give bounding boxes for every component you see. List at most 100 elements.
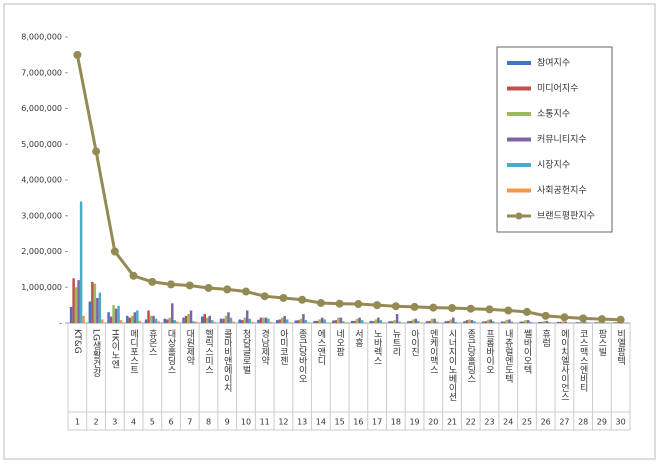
rank-label: 30 xyxy=(616,418,626,427)
line-point xyxy=(110,247,119,256)
bar xyxy=(278,319,281,323)
line-point xyxy=(560,313,569,322)
bar xyxy=(377,317,380,323)
bar xyxy=(126,315,129,323)
bar xyxy=(269,321,273,323)
bar xyxy=(320,317,324,323)
x-tick-label: 헬릭스미스 xyxy=(203,329,213,374)
bar xyxy=(372,321,375,323)
bar xyxy=(503,321,506,323)
bar xyxy=(369,320,373,323)
bar xyxy=(594,322,597,323)
line-point xyxy=(316,298,325,307)
rank-label: 13 xyxy=(297,418,307,427)
bar xyxy=(224,315,228,323)
bar xyxy=(248,318,251,323)
bar xyxy=(318,319,321,323)
bar xyxy=(114,308,118,323)
bar xyxy=(154,318,158,323)
bar xyxy=(500,321,504,323)
line-point xyxy=(373,301,382,310)
line-point xyxy=(541,311,550,320)
bar xyxy=(96,297,99,323)
bar xyxy=(166,319,169,323)
rank-label: 9 xyxy=(225,418,230,427)
bar xyxy=(294,320,298,323)
x-tick-label: 에스앤디 xyxy=(315,329,325,366)
bar xyxy=(505,319,509,323)
line-point xyxy=(298,295,307,304)
bar xyxy=(222,318,225,323)
bar xyxy=(194,321,198,323)
line-point xyxy=(167,280,176,289)
bar xyxy=(575,322,579,323)
rank-label: 25 xyxy=(522,418,532,427)
line-point xyxy=(410,302,419,311)
bar xyxy=(548,322,551,323)
rank-label: 26 xyxy=(541,418,551,427)
bar xyxy=(470,320,474,323)
x-tick-label: 프롬바이오 xyxy=(484,329,494,374)
line-point xyxy=(616,315,625,324)
rank-label: 6 xyxy=(168,418,173,427)
bar xyxy=(227,312,230,323)
line-point xyxy=(448,303,457,312)
x-tick-label: 종근당홀딩스 xyxy=(465,329,475,383)
bar xyxy=(257,319,260,323)
bar xyxy=(374,319,378,323)
bar xyxy=(334,320,338,323)
legend-label: 사회공헌지수 xyxy=(537,185,587,196)
line-point xyxy=(597,315,606,324)
x-tick-label: 휴럼 xyxy=(540,329,550,347)
bar xyxy=(323,319,326,323)
bar xyxy=(280,317,284,323)
bar xyxy=(417,320,420,323)
bar xyxy=(245,310,249,323)
bar xyxy=(435,321,439,323)
bar xyxy=(355,318,359,323)
rank-label: 4 xyxy=(131,418,136,427)
legend-label: 미디어지수 xyxy=(537,83,578,94)
legend-swatch-marker xyxy=(515,212,523,220)
bar xyxy=(412,319,415,323)
bar xyxy=(98,292,102,323)
bar xyxy=(232,321,235,323)
bar xyxy=(561,321,565,323)
bar xyxy=(482,321,485,323)
line-point xyxy=(148,277,157,286)
bar xyxy=(206,317,209,323)
bar xyxy=(208,315,211,323)
bar xyxy=(428,320,431,323)
bar xyxy=(407,321,410,323)
bar xyxy=(250,321,254,323)
bar xyxy=(409,320,413,323)
bar xyxy=(519,321,522,323)
line-point xyxy=(73,50,82,59)
x-tick-label: 콜마비앤에이치 xyxy=(222,329,232,393)
rank-label: 24 xyxy=(503,418,513,427)
bar xyxy=(433,318,436,323)
legend-label: 시장지수 xyxy=(537,160,570,171)
bar xyxy=(182,317,185,323)
x-tick-label: 청담글로벌 xyxy=(240,329,250,374)
x-tick-label: 대상홀딩스 xyxy=(166,329,176,374)
x-tick-label: 엔케이맥스 xyxy=(428,329,438,374)
bar xyxy=(596,322,600,323)
bar xyxy=(344,322,348,323)
bar xyxy=(390,321,394,323)
bar xyxy=(583,321,586,323)
bar xyxy=(173,320,177,323)
bar xyxy=(152,315,155,323)
line-point xyxy=(185,281,194,290)
line-point xyxy=(129,271,138,280)
bar xyxy=(285,319,289,323)
bar xyxy=(585,322,589,323)
bar xyxy=(210,320,214,323)
line-point xyxy=(92,147,101,156)
bar xyxy=(117,305,120,323)
bar xyxy=(545,320,549,323)
bar xyxy=(109,316,113,323)
rank-label: 15 xyxy=(335,418,345,427)
line-point xyxy=(579,314,588,323)
rank-label: 21 xyxy=(447,418,457,427)
